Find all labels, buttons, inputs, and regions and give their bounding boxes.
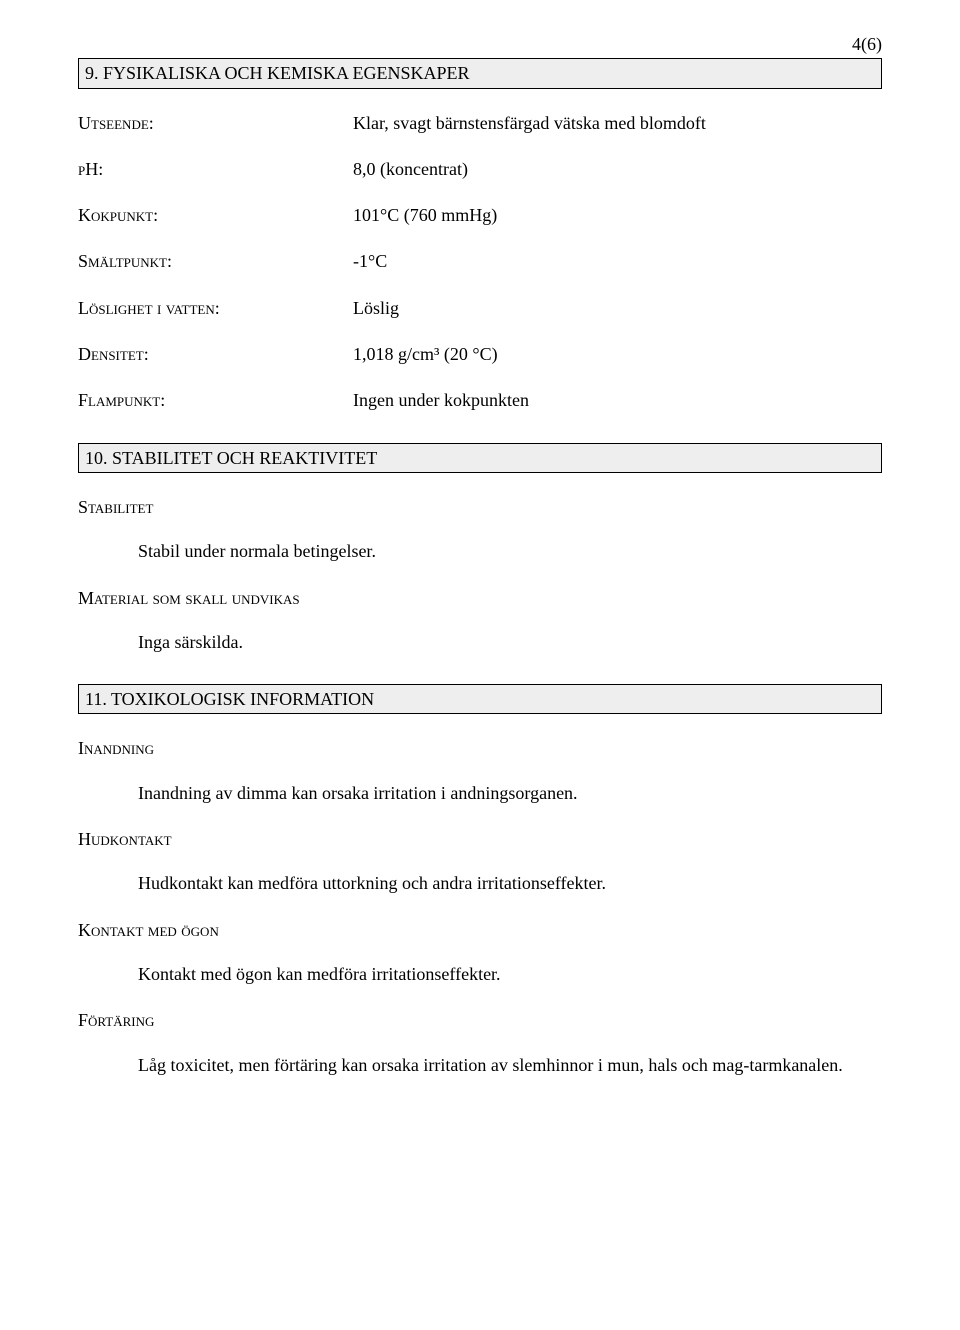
page-number: 4(6) xyxy=(78,32,882,56)
prop-row: Densitet: 1,018 g/cm³ (20 °C) xyxy=(78,342,882,366)
prop-label-densitet: Densitet: xyxy=(78,342,353,366)
prop-row: Flampunkt: Ingen under kokpunkten xyxy=(78,388,882,412)
ingestion-text: Låg toxicitet, men förtäring kan orsaka … xyxy=(138,1053,882,1077)
prop-value-densitet: 1,018 g/cm³ (20 °C) xyxy=(353,342,882,366)
avoid-heading: Material som skall undvikas xyxy=(78,586,882,610)
prop-value-ph: 8,0 (koncentrat) xyxy=(353,157,882,181)
stability-heading: Stabilitet xyxy=(78,495,882,519)
eye-text: Kontakt med ögon kan medföra irritations… xyxy=(138,962,882,986)
skin-text: Hudkontakt kan medföra uttorkning och an… xyxy=(138,871,882,895)
stability-text: Stabil under normala betingelser. xyxy=(138,539,882,563)
prop-label-kokpunkt: Kokpunkt: xyxy=(78,203,353,227)
prop-value-kokpunkt: 101°C (760 mmHg) xyxy=(353,203,882,227)
ingestion-heading: Förtäring xyxy=(78,1008,882,1032)
prop-row: Smältpunkt: -1°C xyxy=(78,249,882,273)
prop-label-ph: pH: xyxy=(78,157,353,181)
section-9-header: 9. FYSIKALISKA OCH KEMISKA EGENSKAPER xyxy=(78,58,882,88)
prop-value-loslighet: Löslig xyxy=(353,296,882,320)
prop-value-utseende: Klar, svagt bärnstensfärgad vätska med b… xyxy=(353,111,882,135)
prop-row: pH: 8,0 (koncentrat) xyxy=(78,157,882,181)
prop-row: Kokpunkt: 101°C (760 mmHg) xyxy=(78,203,882,227)
section-11-header: 11. TOXIKOLOGISK INFORMATION xyxy=(78,684,882,714)
skin-heading: Hudkontakt xyxy=(78,827,882,851)
prop-label-utseende: Utseende: xyxy=(78,111,353,135)
inhalation-text: Inandning av dimma kan orsaka irritation… xyxy=(138,781,882,805)
section-10-header: 10. STABILITET OCH REAKTIVITET xyxy=(78,443,882,473)
prop-row: Utseende: Klar, svagt bärnstensfärgad vä… xyxy=(78,111,882,135)
prop-value-smaltpunkt: -1°C xyxy=(353,249,882,273)
inhalation-heading: Inandning xyxy=(78,736,882,760)
prop-row: Löslighet i vatten: Löslig xyxy=(78,296,882,320)
avoid-text: Inga särskilda. xyxy=(138,630,882,654)
prop-label-flampunkt: Flampunkt: xyxy=(78,388,353,412)
prop-label-loslighet: Löslighet i vatten: xyxy=(78,296,353,320)
prop-value-flampunkt: Ingen under kokpunkten xyxy=(353,388,882,412)
prop-label-smaltpunkt: Smältpunkt: xyxy=(78,249,353,273)
eye-heading: Kontakt med ögon xyxy=(78,918,882,942)
